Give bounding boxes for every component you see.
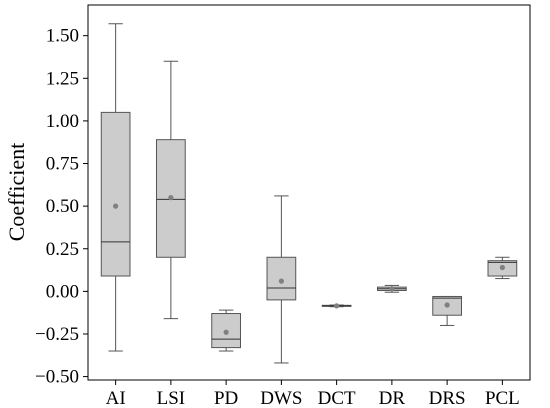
x-tick-label: DCT bbox=[318, 388, 356, 408]
mean-marker bbox=[168, 195, 174, 201]
x-tick-label: DR bbox=[379, 388, 406, 408]
box-pd bbox=[211, 309, 241, 352]
box-drs bbox=[432, 295, 462, 326]
mean-marker bbox=[444, 302, 450, 308]
plot-frame bbox=[87, 4, 531, 381]
x-tick-label: DRS bbox=[429, 388, 466, 408]
box-dr bbox=[377, 284, 407, 293]
iqr-box bbox=[100, 111, 131, 277]
mean-marker bbox=[278, 278, 284, 284]
box-dws bbox=[266, 195, 297, 364]
box-dct bbox=[321, 303, 352, 309]
mean-marker bbox=[113, 203, 119, 209]
x-tick-label: PCL bbox=[485, 388, 520, 408]
y-axis-ticks bbox=[83, 35, 88, 378]
mean-marker bbox=[389, 286, 395, 292]
x-axis-ticks bbox=[115, 380, 503, 385]
mean-marker bbox=[223, 329, 229, 335]
x-tick-label: DWS bbox=[260, 388, 302, 408]
box-pcl bbox=[487, 256, 518, 280]
y-tick-label: 1.00 bbox=[46, 111, 79, 132]
mean-marker bbox=[334, 303, 340, 309]
y-tick-label: 0.25 bbox=[46, 239, 79, 260]
y-axis-title: Coefficient bbox=[4, 143, 29, 242]
x-tick-label: AI bbox=[106, 388, 126, 408]
y-tick-label: 0.00 bbox=[46, 281, 79, 302]
x-tick-label: PD bbox=[214, 388, 238, 408]
y-tick-label: 0.75 bbox=[46, 154, 79, 175]
mean-marker bbox=[499, 264, 505, 271]
box-ai bbox=[100, 23, 131, 352]
x-tick-label: LSI bbox=[157, 388, 186, 408]
x-axis-tick-labels: AI LSI PD DWS DCT DR DRS PCL bbox=[106, 388, 520, 408]
box-series bbox=[100, 23, 518, 364]
y-tick-label: 1.25 bbox=[46, 68, 79, 89]
y-tick-label: 1.50 bbox=[46, 26, 79, 47]
y-tick-label: −0.25 bbox=[35, 324, 79, 345]
box-lsi bbox=[156, 60, 186, 320]
y-tick-label: −0.50 bbox=[35, 367, 79, 388]
y-axis-tick-labels: −0.50 −0.25 0.00 0.25 0.50 0.75 1.00 1.25 1.50 bbox=[35, 26, 79, 388]
y-tick-label: 0.50 bbox=[46, 196, 79, 217]
